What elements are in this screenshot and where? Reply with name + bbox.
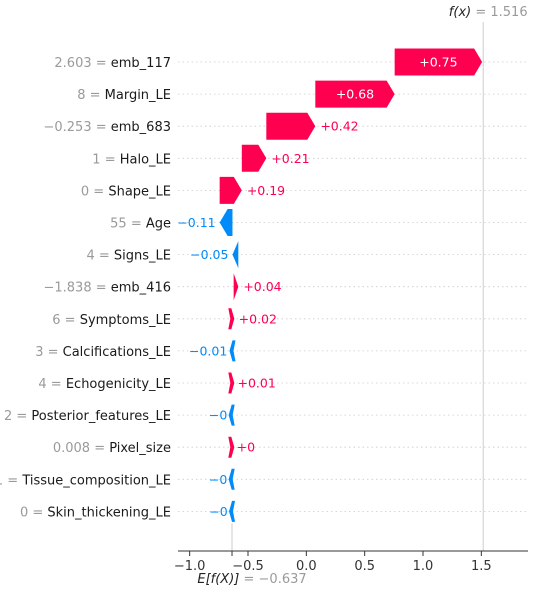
feature-value: 8 = — [77, 88, 104, 103]
feature-value: 1 = — [0, 473, 22, 488]
reference-lines — [231, 22, 484, 551]
bar-emb_683 — [266, 112, 316, 140]
feature-value: 2 = — [4, 409, 31, 424]
bar-emb_416 — [233, 273, 239, 301]
bar-Shape_LE — [219, 176, 242, 204]
bar-label-Symptoms_LE: +0.02 — [239, 311, 277, 326]
feature-value: 0 = — [20, 505, 47, 520]
feature-value: 6 = — [52, 313, 79, 328]
feature-label-Skin_thickening_LE: 0 = Skin_thickening_LE — [20, 505, 171, 520]
feature-name: Echogenicity_LE — [66, 377, 171, 392]
feature-value: 4 = — [38, 377, 65, 392]
feature-name: emb_117 — [111, 56, 171, 71]
feature-labels: 2.603 = emb_117 8 = Margin_LE −0.253 = emb… — [0, 56, 171, 520]
bar-Echogenicity_LE — [228, 372, 235, 394]
feature-label-Margin_LE: 8 = Margin_LE — [77, 88, 171, 103]
feature-name: emb_683 — [111, 120, 171, 135]
bar-emb_117 — [394, 48, 483, 76]
expected-value-label: E[f(X)] = −0.637 — [197, 572, 306, 587]
feature-label-Age: 55 = Age — [110, 217, 171, 232]
x-tick-label: 1.5 — [471, 559, 492, 574]
bar-label-Tissue_composition_LE: −0 — [209, 472, 227, 487]
bar-label-Calcifications_LE: −0.01 — [189, 343, 227, 358]
x-axis: −1.0 −0.5 0.0 0.5 1.0 1.5 — [174, 550, 528, 574]
bar-label-Shape_LE: +0.19 — [247, 183, 285, 198]
bar-Pixel_size — [228, 436, 235, 458]
ex-value: = −0.637 — [244, 572, 307, 587]
bar-Skin_thickening_LE — [229, 500, 236, 522]
feature-value: 1 = — [92, 152, 119, 167]
x-tick-label: 0.0 — [296, 559, 317, 574]
bar-Calcifications_LE — [229, 340, 236, 362]
feature-label-emb_683: −0.253 = emb_683 — [43, 120, 171, 135]
feature-value: 2.603 = — [54, 56, 110, 71]
fx-value: = 1.516 — [475, 5, 527, 20]
feature-name: Pixel_size — [109, 441, 171, 456]
bar-Margin_LE — [315, 80, 395, 108]
bar-Symptoms_LE — [228, 308, 235, 330]
feature-name: emb_416 — [111, 281, 171, 296]
feature-label-Calcifications_LE: 3 = Calcifications_LE — [35, 345, 171, 360]
x-tick-label: −0.5 — [232, 559, 264, 574]
feature-label-emb_117: 2.603 = emb_117 — [54, 56, 171, 71]
feature-name: Age — [146, 217, 171, 232]
bar-label-Echogenicity_LE: +0.01 — [237, 376, 275, 391]
feature-label-Tissue_composition_LE: 1 = Tissue_composition_LE — [0, 473, 171, 488]
feature-label-Shape_LE: 0 = Shape_LE — [81, 184, 171, 199]
bar-label-Skin_thickening_LE: −0 — [209, 504, 227, 519]
feature-name: Calcifications_LE — [63, 345, 171, 360]
bar-Tissue_composition_LE — [228, 468, 235, 490]
feature-name: Halo_LE — [120, 152, 171, 167]
bar-label-emb_683: +0.42 — [320, 119, 358, 134]
bar-label-Pixel_size: +0 — [237, 440, 255, 455]
bar-label-emb_416: +0.04 — [243, 279, 281, 294]
bar-label-Signs_LE: −0.05 — [190, 247, 228, 262]
ex-symbol: E[f(X)] — [197, 572, 243, 587]
bar-label-Margin_LE: +0.68 — [336, 87, 374, 102]
bar-Halo_LE — [241, 144, 267, 172]
feature-label-Symptoms_LE: 6 = Symptoms_LE — [52, 313, 171, 328]
feature-value: 55 = — [110, 217, 146, 232]
feature-label-Signs_LE: 4 = Signs_LE — [86, 249, 171, 264]
feature-name: Shape_LE — [108, 184, 171, 199]
fx-symbol: f(x) — [449, 5, 476, 20]
fx-label: f(x) = 1.516 — [449, 5, 528, 20]
x-tick-label: −1.0 — [174, 559, 206, 574]
bar-label-Age: −0.11 — [177, 215, 215, 230]
feature-value: −1.838 = — [43, 281, 110, 296]
feature-name: Margin_LE — [105, 88, 171, 103]
bar-Posterior_features_LE — [228, 404, 235, 426]
feature-value: 0 = — [81, 184, 108, 199]
feature-label-Halo_LE: 1 = Halo_LE — [92, 152, 171, 167]
feature-value: 0.008 = — [53, 441, 109, 456]
feature-name: Tissue_composition_LE — [21, 473, 171, 488]
contribution-bars: +0.75 +0.68 +0.42 +0.21 +0.19 −0.11 −0.05 +0.04… — [177, 48, 483, 522]
feature-value: −0.253 = — [43, 120, 110, 135]
feature-label-Pixel_size: 0.008 = Pixel_size — [53, 441, 171, 456]
bar-Signs_LE — [232, 241, 239, 269]
x-tick-label: 1.0 — [413, 559, 434, 574]
bar-label-emb_117: +0.75 — [419, 55, 457, 70]
bar-Age — [219, 209, 233, 236]
feature-name: Signs_LE — [114, 249, 171, 264]
feature-value: 4 = — [86, 249, 113, 264]
feature-value: 3 = — [35, 345, 62, 360]
feature-label-Posterior_features_LE: 2 = Posterior_features_LE — [4, 409, 171, 424]
bar-label-Halo_LE: +0.21 — [271, 151, 309, 166]
bar-label-Posterior_features_LE: −0 — [209, 408, 227, 423]
feature-name: Posterior_features_LE — [31, 409, 171, 424]
feature-name: Skin_thickening_LE — [47, 505, 171, 520]
feature-label-Echogenicity_LE: 4 = Echogenicity_LE — [38, 377, 171, 392]
feature-name: Symptoms_LE — [80, 313, 171, 328]
feature-label-emb_416: −1.838 = emb_416 — [43, 281, 171, 296]
x-tick-label: 0.5 — [354, 559, 375, 574]
